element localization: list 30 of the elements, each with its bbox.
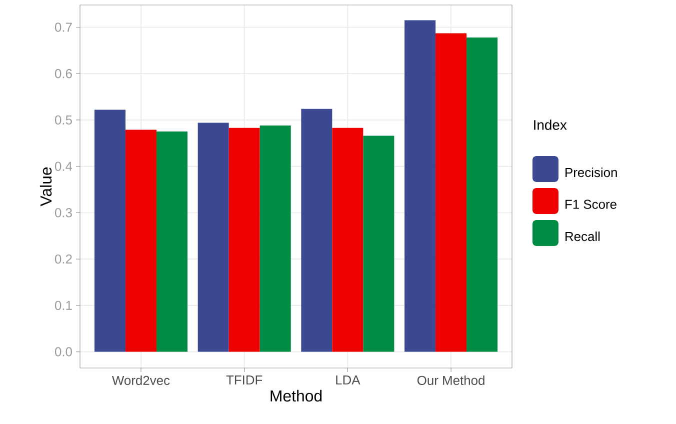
y-tick-label: 0.7 <box>54 22 72 32</box>
x-tick-label: TFIDF <box>226 376 262 384</box>
y-axis-title: Value <box>40 167 52 206</box>
bar <box>228 128 260 352</box>
y-tick-label: 0.0 <box>54 347 72 356</box>
bar <box>363 136 394 352</box>
y-tick-label: 0.4 <box>54 162 72 171</box>
y-tick-label: 0.5 <box>54 115 72 125</box>
y-tick-label: 0.2 <box>54 254 72 264</box>
legend-label: Precision <box>566 168 617 178</box>
bar <box>436 33 467 352</box>
bar <box>198 122 229 352</box>
bar <box>156 132 188 352</box>
x-tick-label: Our Method <box>417 376 484 386</box>
bar <box>260 126 291 352</box>
legend-title: Index <box>534 120 567 130</box>
bar <box>94 110 126 352</box>
bar <box>404 20 436 352</box>
y-tick-label: 0.6 <box>54 69 72 78</box>
bar <box>332 128 364 352</box>
legend-label: F1 Score <box>566 200 616 209</box>
x-tick-label: LDA <box>336 376 360 384</box>
bar <box>466 37 498 352</box>
y-tick-label: 0.1 <box>54 300 72 310</box>
x-tick-label: Word2vec <box>112 376 170 386</box>
y-tick-label: 0.3 <box>54 208 72 218</box>
bar <box>125 130 156 352</box>
bar <box>301 108 332 352</box>
x-axis-title: Method <box>270 390 322 402</box>
legend-label: Recall <box>566 232 600 242</box>
